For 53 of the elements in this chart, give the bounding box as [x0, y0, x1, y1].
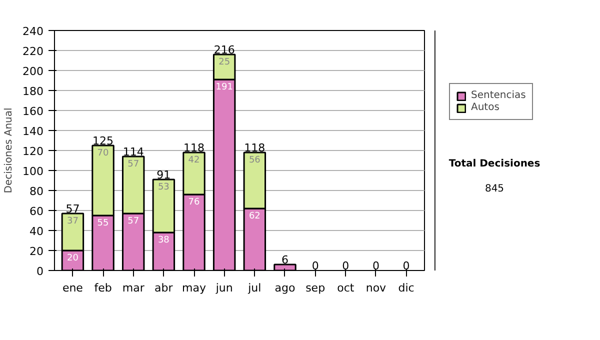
- total-label: 125: [92, 134, 114, 148]
- x-tick-label: oct: [337, 282, 355, 294]
- x-tick-label: mar: [122, 282, 145, 294]
- total-label: 6: [281, 254, 288, 266]
- text: Total Decisiones: [448, 158, 540, 170]
- y-tick-label: 80: [30, 185, 44, 198]
- y-tick-label: 200: [22, 65, 44, 78]
- data-label: 191: [216, 82, 233, 92]
- y-axis-title: Decisiones Anual: [4, 108, 15, 194]
- data-label: 20: [66, 254, 79, 264]
- x-tick-label: feb: [94, 282, 112, 294]
- y-tick-label: 180: [22, 85, 44, 98]
- legend-label: Sentencias: [471, 90, 526, 101]
- y-tick-label: 100: [22, 165, 44, 178]
- data-label: 42: [188, 156, 200, 166]
- x-tick-label: ago: [274, 282, 296, 294]
- data-label: 62: [248, 212, 260, 222]
- y-tick-label: 140: [22, 125, 44, 138]
- x-tick-label: may: [182, 282, 206, 294]
- data-label: 57: [128, 160, 140, 170]
- data-label: 25: [218, 58, 230, 68]
- data-label: 57: [128, 216, 140, 226]
- y-tick-label: 120: [22, 145, 44, 158]
- y-tick-label: 60: [30, 205, 44, 218]
- total-label: 114: [122, 146, 144, 158]
- data-label: 55: [97, 218, 109, 228]
- y-tick-label: 220: [22, 45, 44, 58]
- y-tick-label: 20: [30, 245, 44, 258]
- data-label: 38: [158, 236, 170, 246]
- total-label: 57: [66, 202, 80, 216]
- x-tick-label: jul: [247, 282, 262, 294]
- text: 845: [484, 183, 504, 194]
- total-label: 118: [184, 142, 205, 154]
- total-label: 91: [156, 168, 171, 182]
- y-tick-label: 240: [22, 25, 44, 38]
- x-tick-label: dic: [398, 282, 414, 294]
- x-tick-label: ene: [62, 282, 84, 294]
- data-label: 70: [97, 148, 110, 158]
- data-label: 37: [66, 216, 78, 226]
- y-tick-label: 160: [22, 105, 44, 118]
- x-tick-label: jun: [214, 282, 233, 294]
- y-tick-label: 40: [30, 225, 44, 238]
- y-tick-label: 0: [36, 265, 44, 278]
- x-tick-label: nov: [366, 282, 387, 294]
- data-label: 53: [158, 182, 170, 192]
- total-label: 118: [244, 142, 266, 154]
- x-tick-label: sep: [306, 282, 326, 294]
- total-label: 216: [214, 44, 235, 56]
- legend-label: Autos: [471, 102, 500, 113]
- total-label: 0: [342, 260, 350, 272]
- data-label: 76: [188, 198, 200, 208]
- x-tick-label: abr: [154, 282, 174, 294]
- data-label: 56: [248, 156, 261, 166]
